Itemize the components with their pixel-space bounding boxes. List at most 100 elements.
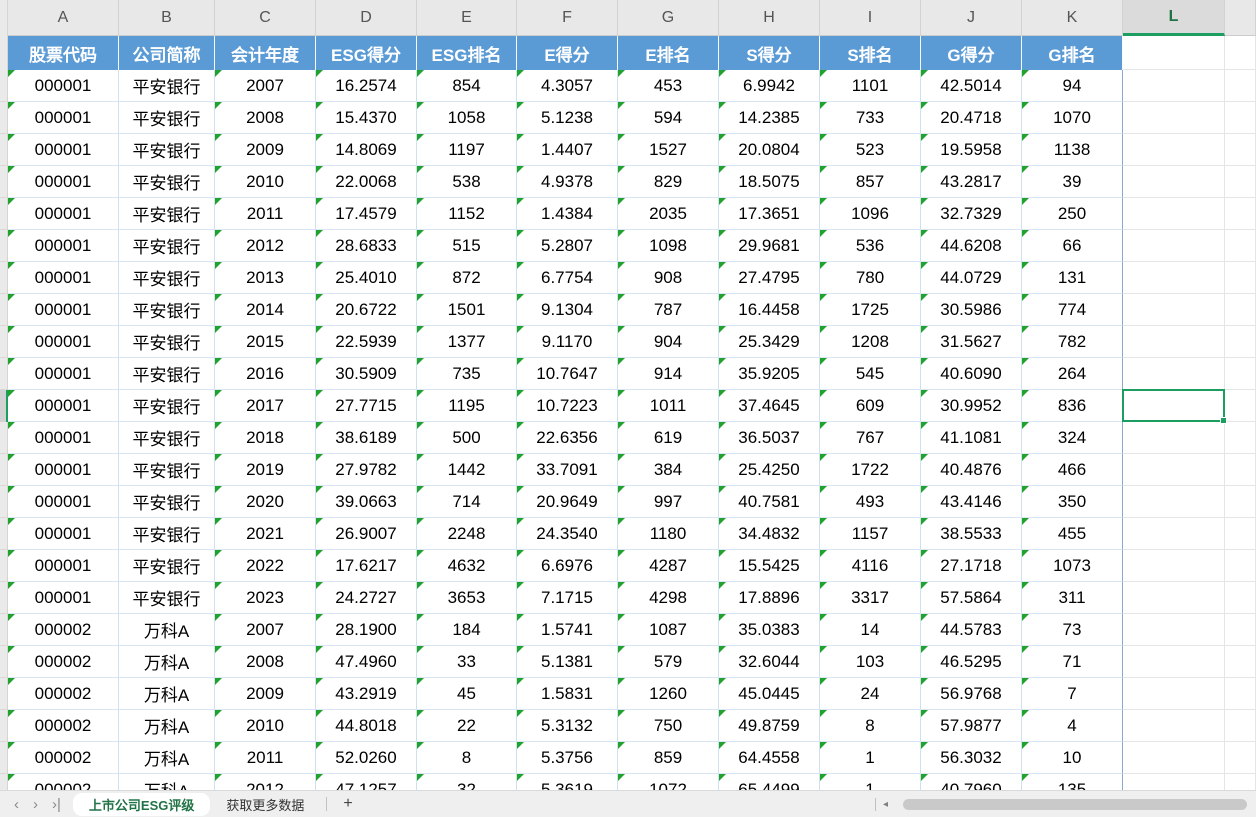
cell[interactable]: 131	[1022, 262, 1123, 294]
cell[interactable]: 34.4832	[719, 518, 820, 550]
header-cell[interactable]: S排名	[820, 36, 921, 70]
cell[interactable]: 40.7581	[719, 486, 820, 518]
cell[interactable]: 5.3619	[517, 774, 618, 790]
column-header-L[interactable]: L	[1123, 0, 1225, 36]
column-header-A[interactable]: A	[8, 0, 119, 36]
cell[interactable]	[1225, 230, 1256, 262]
fill-handle[interactable]	[1220, 417, 1227, 424]
cell[interactable]: 857	[820, 166, 921, 198]
cell[interactable]: 2035	[618, 198, 719, 230]
cell[interactable]: 25.4010	[316, 262, 417, 294]
cell[interactable]: 453	[618, 70, 719, 102]
cell[interactable]: 5.3132	[517, 710, 618, 742]
cell[interactable]: 73	[1022, 614, 1123, 646]
cell[interactable]: 44.8018	[316, 710, 417, 742]
cell[interactable]	[1123, 614, 1225, 646]
cell[interactable]: 000001	[8, 550, 119, 582]
cell[interactable]	[1225, 774, 1256, 790]
column-header-I[interactable]: I	[820, 0, 921, 36]
cell[interactable]: 15.4370	[316, 102, 417, 134]
cell[interactable]	[1225, 198, 1256, 230]
cell[interactable]: 38.6189	[316, 422, 417, 454]
scroll-left-icon[interactable]: ◂	[883, 799, 889, 810]
cell[interactable]: 2009	[215, 134, 316, 166]
cell[interactable]: 20.0804	[719, 134, 820, 166]
cell[interactable]: 万科A	[119, 678, 215, 710]
header-cell[interactable]: ESG排名	[417, 36, 517, 70]
cell[interactable]: 94	[1022, 70, 1123, 102]
cell[interactable]: 4.9378	[517, 166, 618, 198]
cell[interactable]: 455	[1022, 518, 1123, 550]
cell[interactable]: 538	[417, 166, 517, 198]
cell[interactable]: 22.5939	[316, 326, 417, 358]
cell[interactable]: 000001	[8, 166, 119, 198]
cell[interactable]: 64.4558	[719, 742, 820, 774]
cell[interactable]: 000002	[8, 646, 119, 678]
cell[interactable]: 1058	[417, 102, 517, 134]
cell[interactable]: 2013	[215, 262, 316, 294]
cell[interactable]	[1123, 518, 1225, 550]
cell[interactable]: 2023	[215, 582, 316, 614]
cell[interactable]: 1011	[618, 390, 719, 422]
column-header-B[interactable]: B	[119, 0, 215, 36]
cell[interactable]: 37.4645	[719, 390, 820, 422]
cell[interactable]: 1208	[820, 326, 921, 358]
cell[interactable]: 1157	[820, 518, 921, 550]
cell[interactable]	[1225, 262, 1256, 294]
column-header-D[interactable]: D	[316, 0, 417, 36]
cell[interactable]: 000001	[8, 230, 119, 262]
cell[interactable]	[1123, 678, 1225, 710]
cell[interactable]: 4	[1022, 710, 1123, 742]
cell[interactable]: 311	[1022, 582, 1123, 614]
cell[interactable]: 33.7091	[517, 454, 618, 486]
first-sheet-icon[interactable]: ‹	[14, 795, 19, 813]
cell[interactable]	[1123, 742, 1225, 774]
cell[interactable]: 1070	[1022, 102, 1123, 134]
cell[interactable]: 2011	[215, 742, 316, 774]
cell[interactable]	[1225, 102, 1256, 134]
cell[interactable]: 27.7715	[316, 390, 417, 422]
cell[interactable]: 780	[820, 262, 921, 294]
cell[interactable]: 594	[618, 102, 719, 134]
cell[interactable]: 28.6833	[316, 230, 417, 262]
cell[interactable]: 1072	[618, 774, 719, 790]
cell[interactable]: 32.7329	[921, 198, 1022, 230]
cell[interactable]: 43.2817	[921, 166, 1022, 198]
header-cell[interactable]: 股票代码	[8, 36, 119, 70]
cell[interactable]	[1123, 390, 1225, 422]
cell[interactable]	[1123, 454, 1225, 486]
cell[interactable]: 6.7754	[517, 262, 618, 294]
cell[interactable]	[1225, 166, 1256, 198]
cell[interactable]	[1123, 262, 1225, 294]
cell[interactable]: 6.9942	[719, 70, 820, 102]
cell[interactable]: 000002	[8, 678, 119, 710]
cell[interactable]	[1225, 294, 1256, 326]
cell[interactable]: 4632	[417, 550, 517, 582]
cell[interactable]: 万科A	[119, 710, 215, 742]
cell[interactable]: 1.5831	[517, 678, 618, 710]
cell[interactable]: 65.4499	[719, 774, 820, 790]
cell[interactable]: 52.0260	[316, 742, 417, 774]
cell[interactable]: 45.0445	[719, 678, 820, 710]
cell[interactable]: 45	[417, 678, 517, 710]
cell[interactable]: 1377	[417, 326, 517, 358]
cell[interactable]: 2009	[215, 678, 316, 710]
cell[interactable]	[1225, 326, 1256, 358]
cell[interactable]: 24.2727	[316, 582, 417, 614]
cell[interactable]: 2014	[215, 294, 316, 326]
cell[interactable]: 57.5864	[921, 582, 1022, 614]
cell[interactable]: 30.5986	[921, 294, 1022, 326]
cell[interactable]	[1225, 710, 1256, 742]
cell[interactable]: 31.5627	[921, 326, 1022, 358]
cell[interactable]: 万科A	[119, 614, 215, 646]
cell[interactable]: 10.7647	[517, 358, 618, 390]
cell[interactable]	[1225, 358, 1256, 390]
column-header-F[interactable]: F	[517, 0, 618, 36]
cell[interactable]	[1123, 550, 1225, 582]
cell[interactable]: 平安银行	[119, 390, 215, 422]
cell[interactable]: 43.4146	[921, 486, 1022, 518]
cell[interactable]: 250	[1022, 198, 1123, 230]
cell[interactable]: 1087	[618, 614, 719, 646]
cell[interactable]: 27.1718	[921, 550, 1022, 582]
cell[interactable]	[1225, 486, 1256, 518]
